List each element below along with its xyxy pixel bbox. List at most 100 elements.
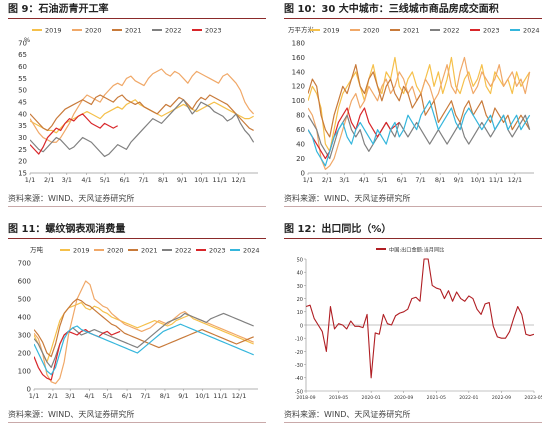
bottom-divider — [8, 206, 266, 207]
legend-label: 2020 — [85, 27, 102, 35]
x-tick-label: 2022-01 — [459, 395, 478, 401]
x-tick-label: 2020-09 — [394, 395, 413, 401]
y-tick-label: 15 — [18, 169, 27, 177]
x-tick-label: 12/1 — [232, 392, 247, 400]
y-tick-label: 20 — [296, 155, 305, 163]
y-tick-label: 500 — [18, 295, 31, 303]
y-tick-label: 400 — [18, 313, 31, 321]
y-tick-label: 140 — [292, 68, 305, 76]
y-tick-label: 25 — [18, 146, 27, 154]
legend-label: 2019 — [45, 27, 62, 35]
y-tick-label: 200 — [18, 349, 31, 357]
chart-c2: 0 20 40 60 80 100 120 140 160 180 1/1 2/1 3/1 4/1 5/1 6… — [288, 25, 540, 184]
series-line-2022 — [308, 114, 531, 160]
x-tick-label: 2021-05 — [427, 395, 446, 401]
y-tick-label: 55 — [18, 75, 27, 83]
x-tick-label: 12/1 — [508, 176, 523, 184]
series-line-2024 — [34, 323, 254, 376]
x-tick-label: 2/1 — [44, 176, 54, 184]
y-unit-label: % — [24, 36, 30, 44]
x-tick-label: 4/1 — [359, 176, 369, 184]
x-tick-label: 9/1 — [454, 176, 464, 184]
x-tick-label: 3/1 — [339, 176, 349, 184]
y-tick-label: 70 — [18, 39, 27, 47]
bottom-divider — [284, 206, 542, 207]
chart-panel-c3: 图 11：螺纹钢表观消费量 0 100 200 300 400 500 600 700 1/1 2… — [8, 222, 266, 424]
series-line-2023 — [30, 113, 118, 155]
y-unit-label: 万吨 — [30, 245, 44, 254]
legend-label: 2023 — [205, 27, 222, 35]
y-tick-label: 40 — [18, 110, 27, 118]
y-tick-label: 60 — [18, 63, 27, 71]
y-tick-label: 35 — [18, 122, 27, 130]
chart-panel-c1: 图 9：石油沥青开工率 15 20 25 30 35 40 45 50 55 60 65 70 1/1 2… — [8, 2, 266, 208]
legend-label: 2023 — [209, 247, 226, 255]
x-tick-label: 11/1 — [213, 392, 228, 400]
x-tick-label: 10/1 — [194, 176, 209, 184]
series-line-2023 — [308, 107, 400, 160]
chart-source: 资料来源：WIND、天风证券研究所 — [284, 194, 411, 203]
x-tick-label: 9/1 — [177, 176, 187, 184]
bottom-divider — [284, 422, 542, 423]
y-tick-label: 600 — [18, 277, 31, 285]
x-tick-label: 5/1 — [377, 176, 387, 184]
legend-label: 2019 — [73, 247, 90, 255]
chart-title: 图 9：石油沥青开工率 — [8, 4, 109, 15]
series-group — [30, 68, 255, 158]
series-line-2020 — [34, 280, 254, 385]
legend-label: 2024 — [523, 27, 540, 35]
x-tick-label: 7/1 — [138, 176, 148, 184]
y-tick-label: 40 — [297, 271, 303, 277]
x-tick-label: 9/1 — [178, 392, 188, 400]
x-tick-label: 10/1 — [471, 176, 486, 184]
y-tick-label: -10 — [295, 337, 303, 343]
series-line-2023 — [34, 328, 121, 381]
x-tick-label: 11/1 — [489, 176, 504, 184]
y-tick-label: 0 — [300, 323, 303, 329]
series-line-2019 — [34, 301, 254, 363]
y-tick-label: 80 — [296, 112, 305, 120]
y-tick-label: 300 — [18, 331, 31, 339]
series-line-2022 — [30, 99, 255, 158]
series-line-2020 — [308, 56, 531, 170]
x-tick-label: 5/1 — [102, 392, 112, 400]
x-tick-label: 1/1 — [29, 392, 39, 400]
x-tick-label: 2018-09 — [296, 395, 315, 401]
x-tick-label: 11/1 — [213, 176, 228, 184]
y-tick-label: 160 — [292, 54, 305, 62]
y-tick-label: 120 — [292, 83, 305, 91]
y-tick-label: 20 — [297, 297, 303, 303]
y-tick-label: 20 — [18, 158, 27, 166]
series-line-2021 — [308, 64, 531, 138]
y-tick-label: 100 — [18, 367, 31, 375]
series-line-2019 — [30, 99, 254, 134]
x-tick-label: 4/1 — [81, 176, 91, 184]
x-tick-label: 2019-05 — [329, 395, 348, 401]
bottom-divider — [8, 422, 266, 423]
y-tick-label: 180 — [292, 39, 305, 47]
y-tick-label: 30 — [297, 284, 303, 290]
x-tick-label: 7/1 — [415, 176, 425, 184]
chart-source: 资料来源：WIND、天风证券研究所 — [8, 410, 135, 419]
x-tick-label: 7/1 — [140, 392, 150, 400]
legend-label: 2020 — [363, 27, 380, 35]
y-tick-label: 40 — [296, 141, 305, 149]
title-divider — [284, 18, 542, 19]
y-tick-label: 45 — [18, 98, 27, 106]
y-tick-label: 10 — [297, 310, 303, 316]
x-tick-label: 5/1 — [100, 176, 110, 184]
title-divider — [8, 18, 266, 19]
x-tick-label: 8/1 — [435, 176, 445, 184]
title-divider — [284, 238, 542, 239]
y-tick-label: 700 — [18, 259, 31, 267]
x-tick-label: 6/1 — [119, 176, 129, 184]
x-tick-label: 2/1 — [48, 392, 58, 400]
x-tick-label: 12/1 — [231, 176, 246, 184]
y-tick-label: 60 — [296, 126, 305, 134]
x-tick-label: 3/1 — [65, 392, 75, 400]
chart-title: 图 10：30 大中城市：三线城市商品房成交面积 — [284, 4, 499, 15]
y-tick-label: 50 — [297, 257, 303, 263]
series-group — [306, 258, 534, 379]
legend-label: 2022 — [443, 27, 460, 35]
title-divider — [8, 238, 266, 239]
